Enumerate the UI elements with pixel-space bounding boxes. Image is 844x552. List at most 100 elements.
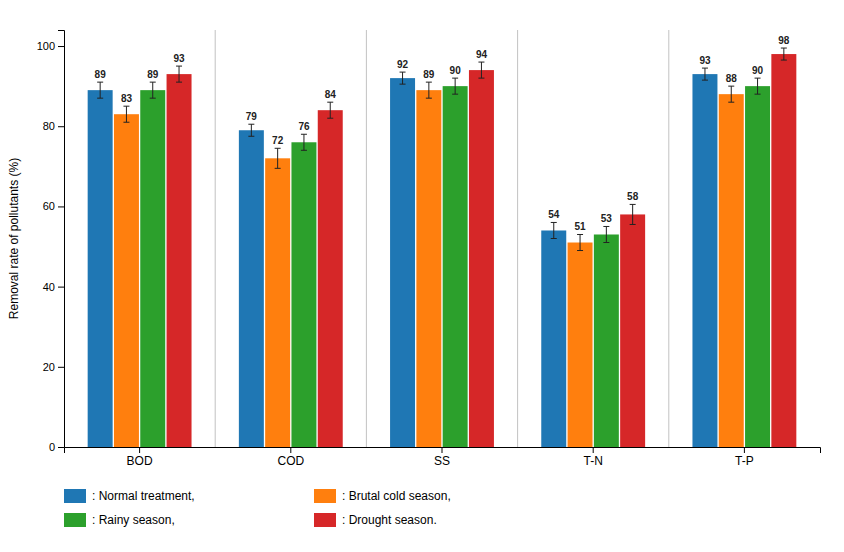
error-bar <box>123 106 129 122</box>
bar <box>239 130 264 447</box>
legend-swatch <box>314 513 336 527</box>
x-axis: BOD COD SS T-N T-P <box>65 447 821 468</box>
bar <box>692 74 717 447</box>
data-label: 51 <box>574 221 586 232</box>
legend-item: : Normal treatment, <box>64 489 195 503</box>
y-tick: 60 <box>43 200 64 212</box>
error-bar <box>781 48 787 60</box>
data-label: 90 <box>752 65 764 76</box>
x-axis-line <box>65 448 821 454</box>
bar <box>568 243 593 447</box>
legend-swatch <box>314 489 336 503</box>
separators <box>215 30 669 447</box>
error-bar <box>176 66 182 82</box>
error-bar <box>728 86 734 102</box>
error-bar <box>478 62 484 78</box>
error-bar <box>248 124 254 136</box>
y-tick-label: 0 <box>49 441 55 453</box>
bar <box>291 142 316 447</box>
x-tick: T-P <box>735 447 754 468</box>
bar <box>771 54 796 447</box>
y-tick-mark <box>58 367 64 368</box>
error-bar <box>577 234 583 250</box>
x-tick-label: COD <box>277 454 304 468</box>
series <box>167 48 797 447</box>
bar <box>265 158 290 447</box>
bar <box>88 90 113 447</box>
x-tick-mark <box>442 447 443 453</box>
chart: 8979925493837289518889769053909384945898… <box>0 0 844 552</box>
y-tick-mark <box>58 206 64 207</box>
y-tick-mark <box>58 46 64 47</box>
x-tick-mark <box>744 447 745 453</box>
data-label: 84 <box>325 89 337 100</box>
error-bar <box>630 204 636 224</box>
legend-label: : Normal treatment, <box>92 489 195 503</box>
y-axis: 0 20 40 60 80 100 <box>37 31 65 454</box>
legend-item: : Brutal cold season, <box>314 489 451 503</box>
legend-item: : Rainy season, <box>64 513 175 527</box>
y-axis-line <box>58 31 65 448</box>
bar <box>390 78 415 447</box>
data-label: 89 <box>423 69 435 80</box>
group-separator <box>517 30 518 447</box>
series <box>114 82 744 447</box>
x-tick-label: T-N <box>584 454 603 468</box>
y-tick-label: 80 <box>43 120 55 132</box>
bar <box>594 234 619 447</box>
error-bar <box>97 82 103 98</box>
x-tick-mark <box>139 447 140 453</box>
bar <box>719 94 744 447</box>
data-label: 58 <box>627 191 639 202</box>
bar <box>140 90 165 447</box>
y-tick-label: 40 <box>43 281 55 293</box>
error-bar <box>301 134 307 150</box>
y-tick-label: 100 <box>37 40 55 52</box>
x-tick: BOD <box>127 447 153 468</box>
bar <box>318 110 343 447</box>
y-tick-mark <box>58 447 64 448</box>
group-separator <box>366 30 367 447</box>
data-label: 93 <box>699 55 711 66</box>
group-separator <box>215 30 216 447</box>
marks <box>88 48 797 447</box>
error-bar <box>551 222 557 238</box>
bar <box>114 114 139 447</box>
y-tick: 40 <box>43 281 64 293</box>
y-tick-mark <box>58 126 64 127</box>
x-tick-label: SS <box>434 454 450 468</box>
y-tick-label: 60 <box>43 200 55 212</box>
error-bar <box>452 78 458 94</box>
data-label: 54 <box>548 209 560 220</box>
legend-label: : Rainy season, <box>92 513 175 527</box>
x-tick-label: BOD <box>127 454 153 468</box>
bar <box>620 214 645 447</box>
error-bar <box>702 68 708 80</box>
error-bar <box>275 148 281 168</box>
error-bar <box>755 78 761 94</box>
x-tick-mark <box>290 447 291 453</box>
plot: 8979925493837289518889769053909384945898… <box>37 30 821 468</box>
group-separator <box>668 30 669 447</box>
x-tick-label: T-P <box>735 454 754 468</box>
data-label: 92 <box>397 59 409 70</box>
x-tick: T-N <box>584 447 603 468</box>
bar <box>416 90 441 447</box>
data-label: 94 <box>476 49 488 60</box>
legend-swatch <box>64 513 86 527</box>
data-label: 90 <box>450 65 462 76</box>
data-label: 89 <box>147 69 159 80</box>
legend-label: : Brutal cold season, <box>342 489 451 503</box>
y-tick-label: 20 <box>43 361 55 373</box>
y-tick: 0 <box>49 441 64 453</box>
y-tick: 20 <box>43 361 64 373</box>
bar <box>443 86 468 447</box>
bar <box>541 230 566 447</box>
error-bar <box>426 82 432 98</box>
legend-swatch <box>64 489 86 503</box>
legend-item: : Drought season. <box>314 513 437 527</box>
data-labels: 8979925493837289518889769053909384945898 <box>95 35 790 232</box>
x-tick: SS <box>434 447 450 468</box>
bar <box>167 74 192 447</box>
error-bar <box>400 72 406 84</box>
